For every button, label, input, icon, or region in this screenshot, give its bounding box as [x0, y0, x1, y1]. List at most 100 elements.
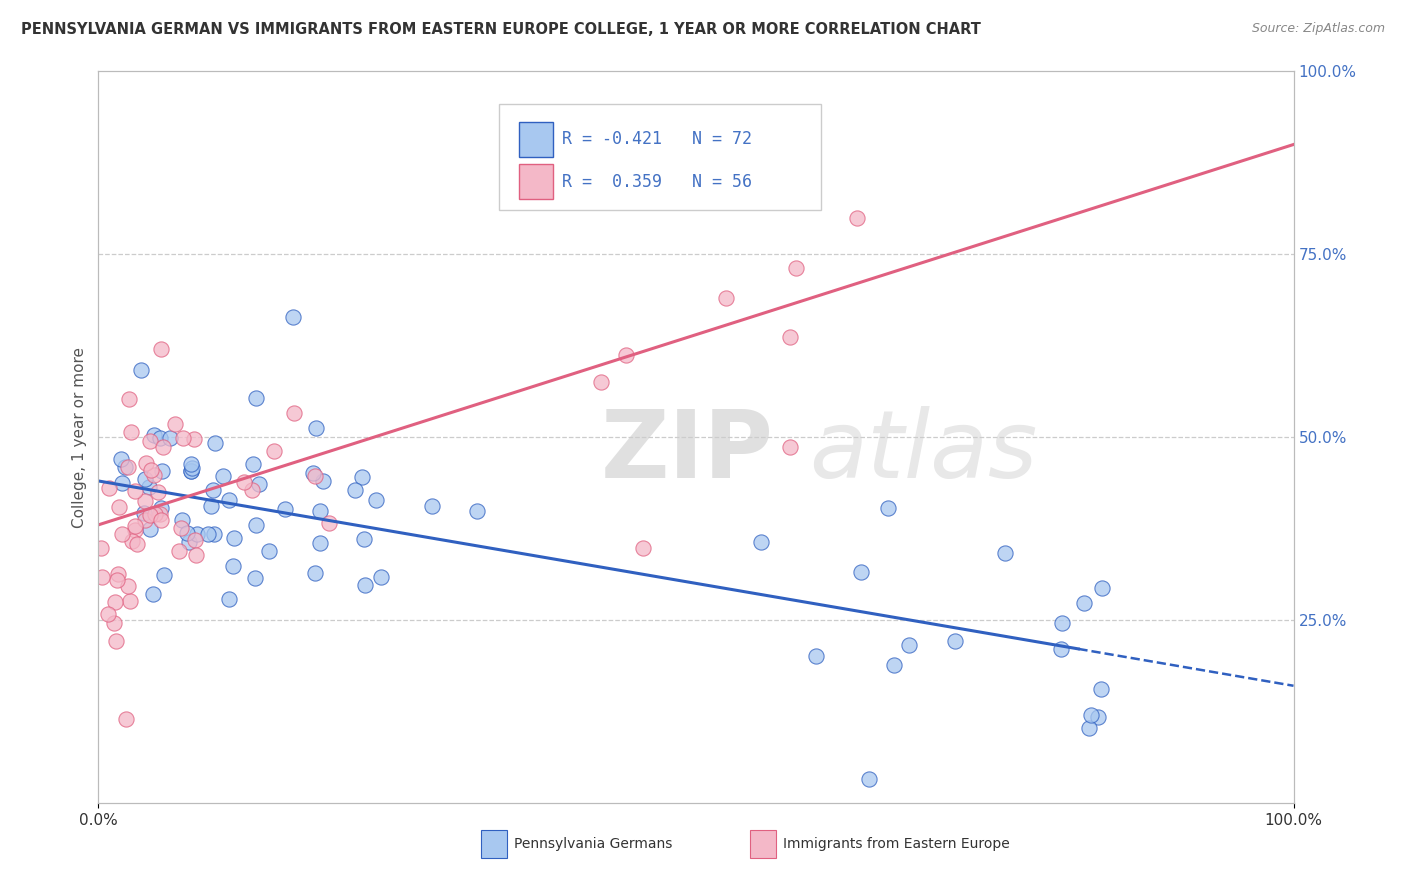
Point	[283, 406, 305, 420]
Point	[614, 348, 637, 362]
Point	[143, 507, 166, 521]
Point	[1080, 708, 1102, 723]
Point	[224, 531, 246, 545]
Point	[749, 534, 772, 549]
Point	[180, 457, 202, 471]
Point	[785, 260, 807, 275]
Point	[591, 375, 613, 389]
Point	[108, 500, 131, 514]
Point	[110, 527, 132, 541]
Point	[1077, 722, 1099, 736]
Point	[218, 591, 240, 606]
Point	[309, 536, 332, 550]
Point	[134, 506, 156, 520]
Point	[943, 633, 966, 648]
Point	[779, 330, 801, 344]
Point	[858, 772, 880, 786]
Text: Pennsylvania Germans: Pennsylvania Germans	[515, 838, 672, 852]
Text: R =  0.359   N = 56: R = 0.359 N = 56	[562, 173, 752, 191]
Point	[851, 565, 873, 579]
Point	[149, 513, 172, 527]
Point	[243, 571, 266, 585]
Point	[124, 484, 146, 499]
Point	[245, 518, 267, 533]
Point	[124, 523, 146, 537]
Point	[97, 482, 120, 496]
Point	[134, 513, 156, 527]
Point	[105, 573, 128, 587]
Point	[150, 464, 173, 478]
Point	[167, 543, 190, 558]
Point	[212, 469, 235, 483]
Point	[247, 476, 270, 491]
Point	[233, 475, 256, 490]
Point	[180, 460, 202, 475]
Point	[172, 431, 194, 445]
Point	[1090, 681, 1112, 696]
Point	[163, 417, 186, 431]
Point	[143, 467, 166, 482]
Point	[304, 469, 326, 483]
Point	[806, 649, 828, 664]
Point	[311, 474, 333, 488]
Point	[170, 521, 193, 535]
Point	[103, 616, 125, 631]
Point	[134, 472, 156, 486]
Point	[898, 638, 921, 652]
Point	[90, 541, 112, 555]
Point	[350, 470, 373, 484]
Point	[1050, 616, 1073, 631]
Point	[197, 526, 219, 541]
Point	[142, 428, 165, 442]
Text: PENNSYLVANIA GERMAN VS IMMIGRANTS FROM EASTERN EUROPE COLLEGE, 1 YEAR OR MORE CO: PENNSYLVANIA GERMAN VS IMMIGRANTS FROM E…	[21, 22, 981, 37]
Point	[631, 541, 654, 556]
Point	[218, 493, 240, 508]
Text: Immigrants from Eastern Europe: Immigrants from Eastern Europe	[783, 838, 1010, 852]
Y-axis label: College, 1 year or more: College, 1 year or more	[72, 347, 87, 527]
Point	[204, 435, 226, 450]
Point	[353, 578, 375, 592]
Point	[304, 566, 326, 581]
Point	[353, 532, 375, 546]
Point	[180, 464, 202, 478]
Point	[1087, 710, 1109, 724]
Point	[152, 440, 174, 454]
Text: R = -0.421   N = 72: R = -0.421 N = 72	[562, 130, 752, 148]
Point	[309, 504, 332, 518]
Point	[420, 499, 443, 513]
Point	[134, 494, 156, 508]
Point	[114, 460, 136, 475]
Point	[149, 342, 172, 356]
Point	[97, 607, 120, 621]
Point	[135, 456, 157, 470]
Point	[117, 579, 139, 593]
Text: atlas: atlas	[810, 406, 1038, 497]
Bar	[749, 830, 776, 858]
FancyBboxPatch shape	[499, 104, 821, 211]
Point	[118, 392, 141, 407]
Point	[465, 504, 488, 518]
Text: Source: ZipAtlas.com: Source: ZipAtlas.com	[1251, 22, 1385, 36]
Point	[104, 594, 127, 608]
Point	[222, 558, 245, 573]
Point	[343, 483, 366, 497]
Point	[366, 492, 388, 507]
Point	[202, 527, 225, 541]
Point	[370, 570, 392, 584]
Point	[159, 430, 181, 444]
Point	[153, 567, 176, 582]
Point	[714, 291, 737, 305]
Point	[139, 523, 162, 537]
Point	[245, 391, 267, 405]
Point	[1073, 596, 1095, 610]
Point	[263, 444, 285, 458]
Point	[139, 508, 162, 522]
Point	[149, 507, 172, 521]
Point	[274, 501, 297, 516]
Point	[129, 362, 152, 376]
Point	[183, 432, 205, 446]
Point	[779, 440, 801, 454]
Point	[180, 463, 202, 477]
Point	[186, 527, 208, 541]
Point	[184, 533, 207, 547]
